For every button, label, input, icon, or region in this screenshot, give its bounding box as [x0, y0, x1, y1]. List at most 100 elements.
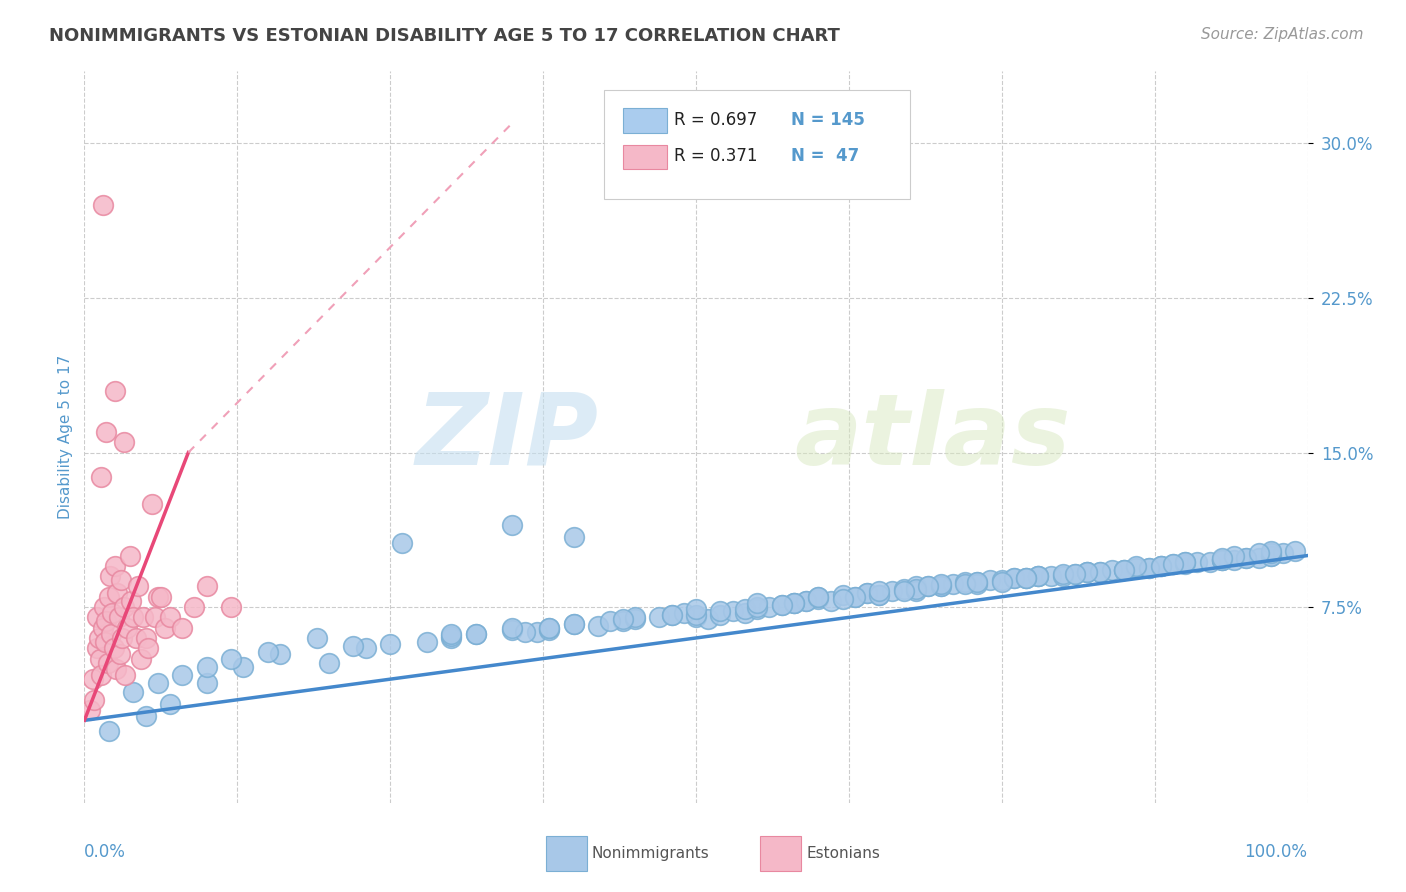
Point — [1137, 561, 1160, 575]
Point — [685, 608, 707, 623]
Point — [146, 676, 169, 690]
Point — [562, 616, 585, 631]
Point — [1064, 567, 1087, 582]
Point — [1015, 571, 1038, 585]
Point — [1028, 569, 1050, 583]
Point — [1015, 571, 1038, 585]
Point — [783, 596, 806, 610]
Point — [844, 590, 866, 604]
Point — [942, 577, 965, 591]
Point — [342, 639, 364, 653]
Point — [1260, 544, 1282, 558]
Point — [89, 651, 111, 665]
Point — [562, 530, 585, 544]
Point — [1223, 552, 1246, 566]
Point — [1247, 547, 1270, 561]
Point — [135, 631, 157, 645]
Point — [1125, 561, 1147, 575]
Text: N = 145: N = 145 — [792, 111, 865, 128]
Point — [1198, 555, 1220, 569]
Point — [648, 610, 671, 624]
Point — [219, 651, 242, 665]
Text: N =  47: N = 47 — [792, 147, 859, 165]
Point — [129, 651, 152, 665]
Point — [794, 594, 817, 608]
Point — [440, 627, 463, 641]
FancyBboxPatch shape — [759, 836, 801, 871]
Point — [104, 558, 127, 573]
Point — [96, 615, 118, 629]
Point — [1088, 565, 1111, 579]
Point — [929, 579, 952, 593]
Text: Estonians: Estonians — [806, 846, 880, 861]
Point — [440, 631, 463, 645]
Point — [1211, 552, 1233, 566]
Point — [991, 575, 1014, 590]
Point — [87, 631, 110, 645]
Point — [869, 588, 891, 602]
Point — [820, 594, 842, 608]
Point — [82, 672, 104, 686]
Point — [195, 660, 218, 674]
Text: 0.0%: 0.0% — [84, 843, 127, 861]
Point — [734, 606, 756, 620]
Point — [1114, 563, 1136, 577]
Point — [90, 668, 112, 682]
Point — [136, 641, 159, 656]
Point — [97, 656, 120, 670]
Point — [110, 574, 132, 588]
Point — [1187, 555, 1209, 569]
Point — [770, 598, 793, 612]
Point — [1114, 563, 1136, 577]
Point — [979, 574, 1001, 588]
Point — [146, 590, 169, 604]
Point — [159, 697, 181, 711]
Point — [586, 618, 609, 632]
Point — [143, 610, 166, 624]
Point — [86, 610, 108, 624]
Point — [159, 610, 181, 624]
Point — [83, 693, 105, 707]
Point — [929, 579, 952, 593]
Point — [709, 608, 731, 623]
Point — [807, 590, 830, 604]
Point — [114, 668, 136, 682]
Point — [624, 610, 647, 624]
Text: atlas: atlas — [794, 389, 1070, 485]
Point — [111, 631, 134, 645]
Point — [1028, 569, 1050, 583]
Point — [502, 623, 524, 637]
Point — [807, 591, 830, 606]
Point — [103, 641, 125, 656]
Point — [257, 645, 280, 659]
Point — [513, 624, 536, 639]
Point — [624, 612, 647, 626]
Point — [893, 582, 915, 596]
Point — [112, 600, 135, 615]
Point — [318, 656, 340, 670]
Text: NONIMMIGRANTS VS ESTONIAN DISABILITY AGE 5 TO 17 CORRELATION CHART: NONIMMIGRANTS VS ESTONIAN DISABILITY AGE… — [49, 27, 841, 45]
Point — [153, 621, 176, 635]
Point — [93, 600, 115, 615]
Point — [1114, 563, 1136, 577]
FancyBboxPatch shape — [605, 90, 910, 200]
Point — [354, 641, 377, 656]
Point — [94, 635, 117, 649]
Point — [1161, 557, 1184, 571]
Point — [440, 629, 463, 643]
Text: ZIP: ZIP — [415, 389, 598, 485]
Point — [172, 621, 194, 635]
Point — [1247, 550, 1270, 565]
Point — [464, 627, 486, 641]
Point — [1088, 565, 1111, 579]
Point — [747, 596, 769, 610]
Point — [118, 549, 141, 563]
Point — [734, 602, 756, 616]
Point — [1002, 571, 1025, 585]
Point — [135, 709, 157, 723]
Point — [195, 579, 218, 593]
Point — [219, 600, 242, 615]
Point — [794, 594, 817, 608]
Point — [526, 624, 548, 639]
Point — [97, 590, 120, 604]
